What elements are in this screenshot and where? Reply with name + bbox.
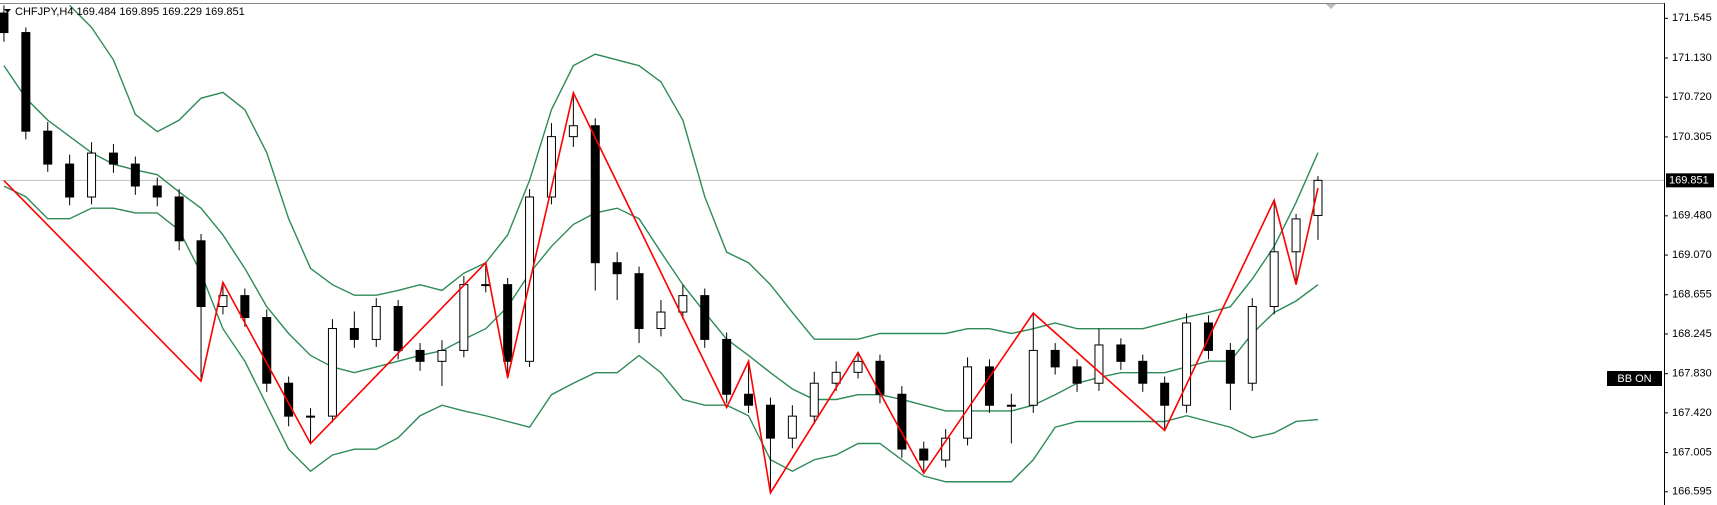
indicator-label: BB ON [1617, 373, 1651, 385]
y-tick-label: 170.305 [1672, 131, 1712, 143]
candle-body [327, 328, 337, 417]
plot-area [0, 4, 1664, 496]
candle-body [678, 295, 688, 313]
y-tick-label: 169.480 [1672, 210, 1712, 222]
candle-body [568, 125, 578, 138]
y-tick-label: 168.655 [1672, 289, 1712, 301]
y-tick-label: 167.005 [1672, 446, 1712, 458]
candle-body [65, 163, 75, 198]
candle-body [437, 349, 447, 362]
y-tick-label: 171.545 [1672, 12, 1712, 24]
candle-body [941, 437, 951, 461]
zigzag-line [3, 90, 1319, 496]
candle-body [963, 366, 973, 439]
indicator-badge [1607, 371, 1662, 386]
candle-body [174, 196, 184, 242]
candle-body [43, 130, 53, 165]
y-tick-label: 168.245 [1672, 328, 1712, 340]
y-tick-label: 170.720 [1672, 91, 1712, 103]
candle-body [984, 366, 994, 406]
candle-body [1116, 344, 1126, 362]
candle-body [1160, 382, 1170, 406]
current-price-label: 169.851 [1669, 174, 1709, 186]
bollinger-band [3, 185, 1319, 483]
candle-body [546, 136, 556, 198]
candle-body [897, 393, 907, 450]
candle-body [1269, 251, 1279, 308]
candle-body [612, 262, 622, 275]
y-tick-label: 171.130 [1672, 52, 1712, 64]
shift-marker [1326, 4, 1336, 9]
candle-body [108, 152, 118, 165]
candle-body [809, 382, 819, 417]
candle-body [481, 284, 491, 287]
candle-body [1225, 349, 1235, 384]
candle-body [393, 306, 403, 351]
candle-body [1291, 218, 1301, 253]
candle-body [1182, 322, 1192, 406]
candle-body [1072, 366, 1082, 384]
candle-body [262, 317, 272, 384]
candle-body [1028, 349, 1038, 406]
candle-body [765, 404, 775, 439]
y-tick-label: 167.830 [1672, 368, 1712, 380]
candle-body [284, 382, 294, 417]
title-arrow [4, 9, 11, 13]
candle-body [240, 295, 250, 319]
candle-body [656, 311, 666, 330]
candle-body [371, 306, 381, 340]
candle-body [152, 185, 162, 198]
candle-body [722, 338, 732, 395]
candle-body [306, 415, 316, 418]
candle-body [853, 360, 863, 373]
candle-body [831, 371, 841, 384]
candle-body [0, 12, 9, 34]
candle-body [130, 163, 140, 187]
candle-body [700, 295, 710, 340]
candle-body [196, 240, 206, 308]
candle-body [744, 393, 754, 406]
candle-body [525, 196, 535, 362]
candle-body [1138, 360, 1148, 384]
candle-body [1247, 306, 1257, 384]
bollinger-band [69, 4, 1319, 340]
current-price-box [1666, 173, 1714, 188]
candle-body [349, 328, 359, 340]
candle-body [787, 415, 797, 439]
candle-body [590, 125, 600, 264]
y-tick-label: 166.595 [1672, 486, 1712, 498]
candle-body [1050, 349, 1060, 368]
candle-body [21, 32, 31, 132]
chart-title: CHFJPY,H4 169.484 169.895 169.229 169.85… [15, 6, 245, 18]
candle-body [415, 349, 425, 362]
candle-body [1313, 179, 1323, 216]
candle-body [503, 284, 513, 362]
y-tick-label: 167.420 [1672, 407, 1712, 419]
candle-body [459, 284, 469, 351]
candle-body [634, 273, 644, 330]
candle-body [1006, 404, 1016, 407]
y-tick-label: 169.070 [1672, 249, 1712, 261]
candle-body [87, 152, 97, 198]
candle-body [1094, 344, 1104, 384]
candle-body [919, 448, 929, 461]
